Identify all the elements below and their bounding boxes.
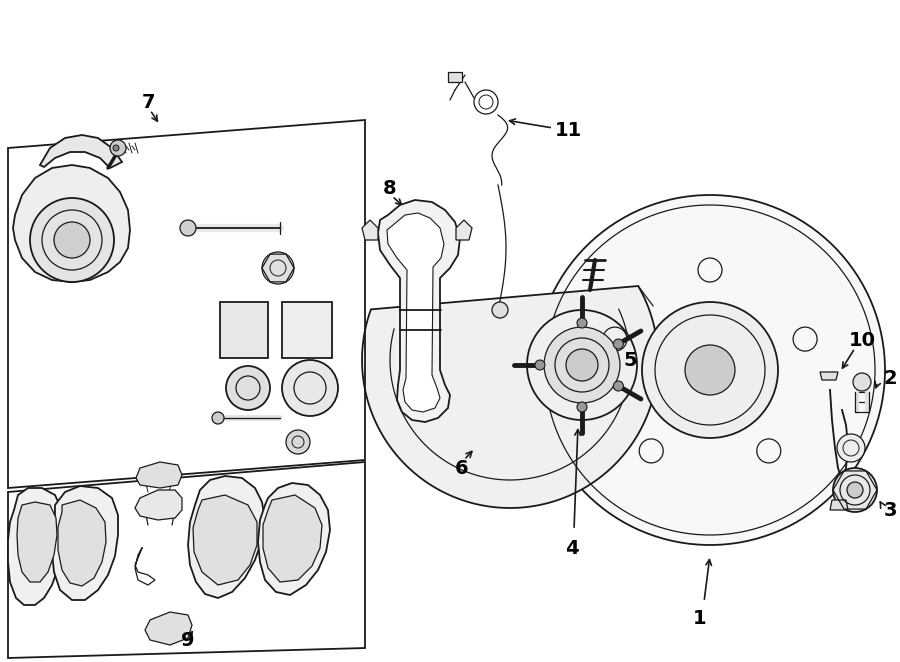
Polygon shape [820,372,838,380]
Circle shape [853,373,871,391]
Polygon shape [8,488,65,605]
Polygon shape [456,220,472,240]
Circle shape [226,366,270,410]
Polygon shape [362,286,658,508]
Circle shape [577,402,587,412]
Polygon shape [378,200,460,422]
Circle shape [544,327,620,403]
Circle shape [282,360,338,416]
Text: 7: 7 [141,93,155,111]
Polygon shape [145,612,192,645]
Text: 5: 5 [623,350,637,369]
Polygon shape [13,165,130,282]
Circle shape [492,302,508,318]
Polygon shape [58,500,106,586]
Polygon shape [362,220,378,240]
Circle shape [262,252,294,284]
Text: 11: 11 [554,120,581,140]
Polygon shape [135,490,182,520]
Polygon shape [40,135,122,168]
Polygon shape [188,476,265,598]
Circle shape [614,381,624,391]
Circle shape [180,220,196,236]
Circle shape [833,468,877,512]
Circle shape [614,339,624,349]
Circle shape [113,145,119,151]
Circle shape [30,198,114,282]
Circle shape [847,482,863,498]
Text: 9: 9 [181,630,194,649]
Circle shape [566,349,598,381]
Text: 8: 8 [383,179,397,197]
Circle shape [212,412,224,424]
Polygon shape [136,462,182,488]
Polygon shape [263,495,322,582]
Text: 3: 3 [883,500,896,520]
Circle shape [535,360,545,370]
Circle shape [527,310,637,420]
Circle shape [286,430,310,454]
Circle shape [685,345,735,395]
Text: 6: 6 [455,459,469,477]
Text: 4: 4 [565,538,579,557]
Circle shape [837,434,865,462]
Circle shape [54,222,90,258]
Polygon shape [282,302,332,358]
Polygon shape [258,483,330,595]
Polygon shape [220,302,268,358]
Polygon shape [193,495,257,585]
Text: 1: 1 [693,608,706,628]
Circle shape [110,140,126,156]
Polygon shape [830,500,848,510]
Text: 2: 2 [883,369,896,387]
Polygon shape [17,502,57,582]
Polygon shape [387,213,444,412]
Circle shape [642,302,778,438]
Text: 10: 10 [849,330,876,350]
Circle shape [577,318,587,328]
Polygon shape [448,72,462,82]
Circle shape [535,195,885,545]
Polygon shape [52,486,118,600]
